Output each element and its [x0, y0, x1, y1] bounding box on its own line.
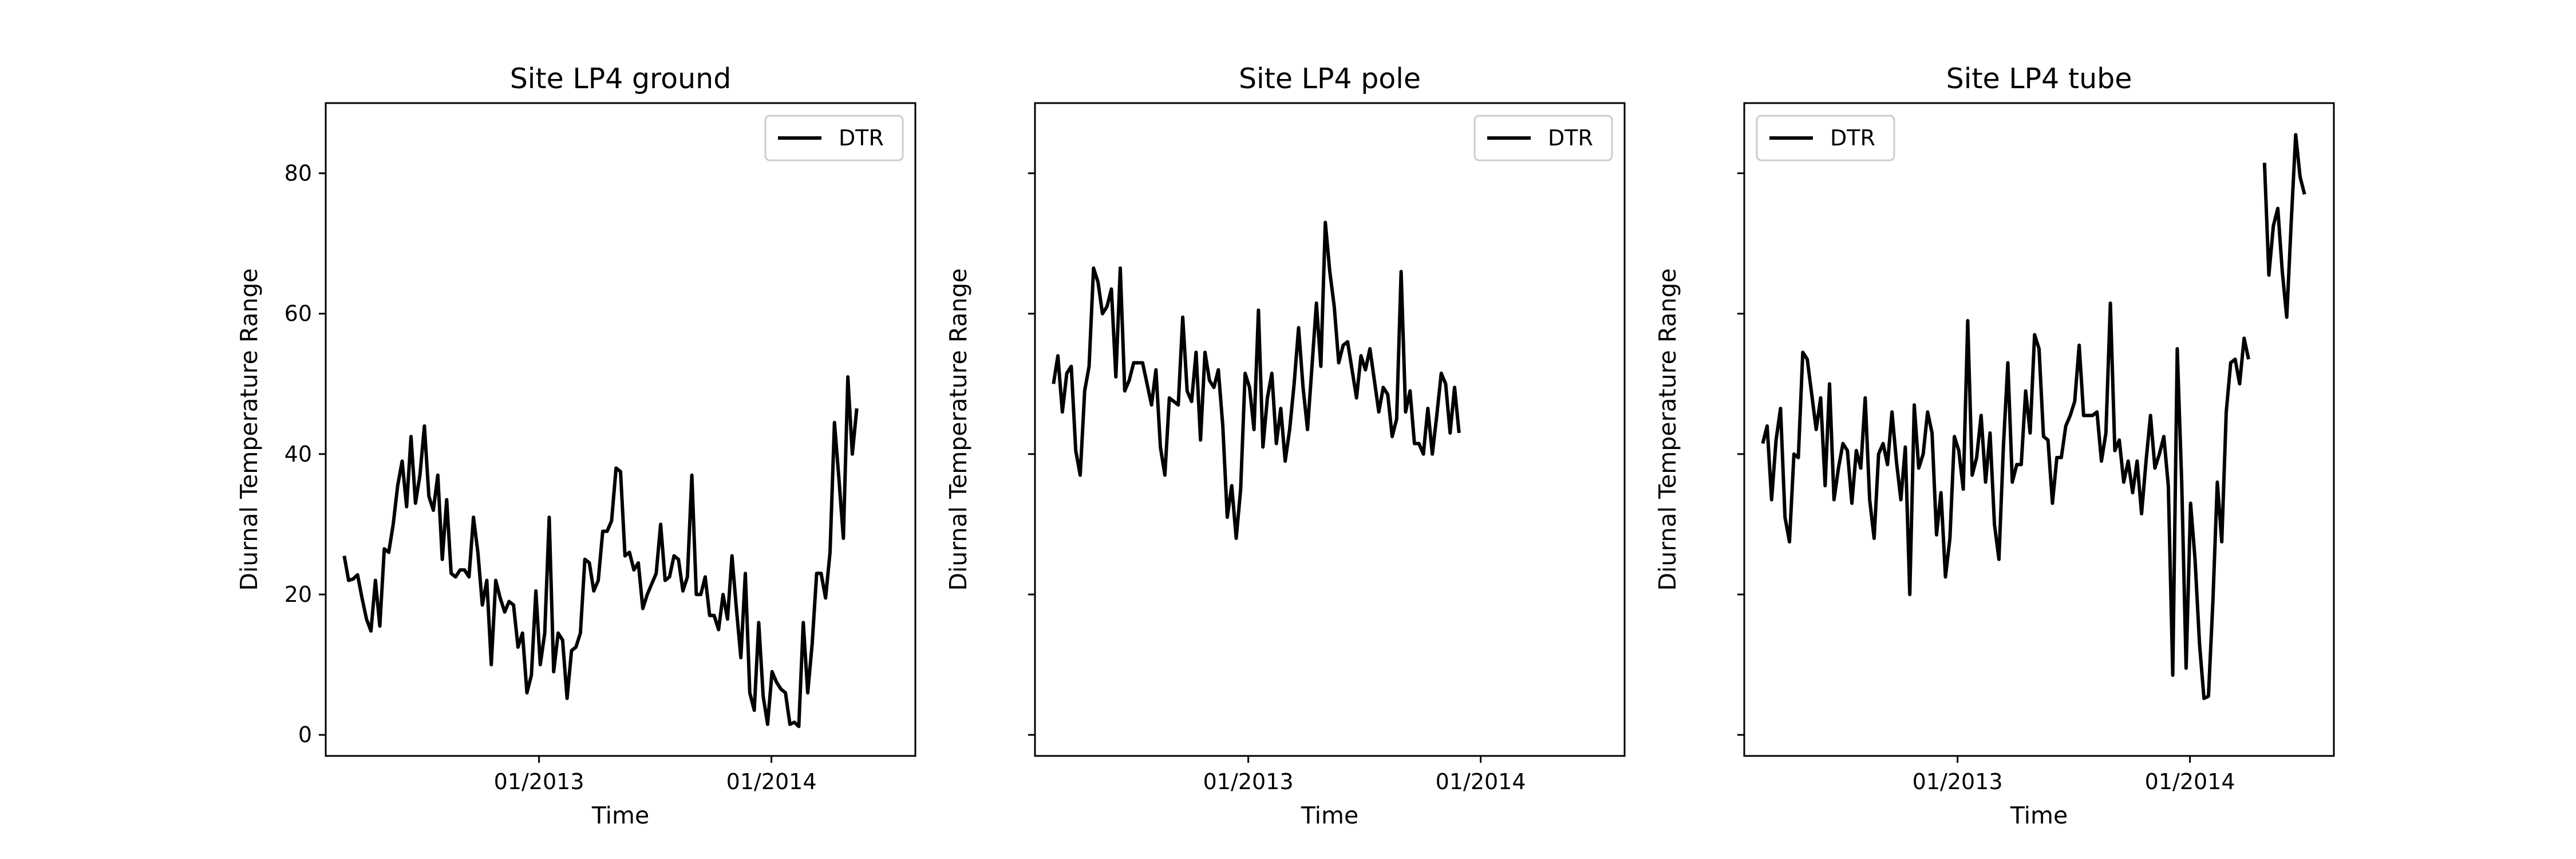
y-tick-label: 80: [285, 161, 312, 186]
y-tick-label: 20: [285, 582, 312, 607]
plot-frame: [1034, 102, 1626, 757]
series-line-dtr-segment-1: [1761, 301, 2250, 700]
y-axis-label: Diurnal Temperature Range: [945, 268, 972, 590]
series-line-dtr-segment-2: [2262, 133, 2306, 319]
legend: DTR: [764, 115, 904, 161]
legend-box: [1473, 115, 1613, 161]
legend-label: DTR: [1830, 125, 1875, 151]
legend: DTR: [1473, 115, 1613, 161]
x-tick-label: 01/2013: [1203, 769, 1294, 794]
chart-panel-1: Site LP4 ground 01/2013 01/2014 0 20 40 60 80 Ti…: [235, 62, 916, 829]
series-line-dtr-segment-1: [342, 375, 859, 728]
legend-box: [764, 115, 904, 161]
chart-title: Site LP4 ground: [510, 62, 732, 95]
plot-frame: [1743, 102, 2335, 757]
y-tick-label: 60: [285, 301, 312, 326]
legend-label: DTR: [1548, 125, 1593, 151]
x-tick-label: 01/2013: [494, 769, 584, 794]
y-axis-label: Diurnal Temperature Range: [1654, 268, 1681, 590]
chart-panel-2: Site LP4 pole 01/2013 01/2014 Time Diurnal T…: [945, 62, 1626, 829]
y-tick-label: 40: [285, 442, 312, 467]
chart-title: Site LP4 tube: [1946, 62, 2132, 95]
chart-title: Site LP4 pole: [1239, 62, 1421, 95]
x-axis-label: Time: [591, 802, 649, 829]
x-tick-label: 01/2014: [1436, 769, 1526, 794]
x-tick-label: 01/2013: [1913, 769, 2003, 794]
plot-frame: [325, 102, 916, 757]
series-line-dtr-segment-1: [1052, 220, 1461, 540]
x-tick-label: 01/2014: [2145, 769, 2235, 794]
y-tick-label: 0: [298, 722, 312, 747]
legend-box: [1756, 115, 1895, 161]
y-axis-label: Diurnal Temperature Range: [235, 268, 263, 590]
x-axis-label: Time: [2010, 802, 2068, 829]
x-axis-label: Time: [1301, 802, 1358, 829]
legend-label: DTR: [839, 125, 884, 151]
chart-panel-3: Site LP4 tube 01/2013 01/2014 Time Diurnal T…: [1654, 62, 2335, 829]
x-tick-label: 01/2014: [726, 769, 817, 794]
legend: DTR: [1756, 115, 1895, 161]
